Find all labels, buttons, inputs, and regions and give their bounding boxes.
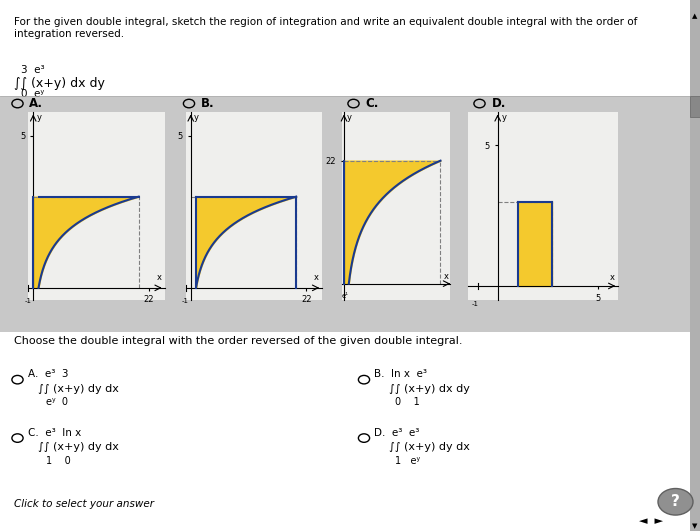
- Circle shape: [658, 489, 693, 515]
- Text: ∫∫ (x+y) dx dy: ∫∫ (x+y) dx dy: [14, 77, 105, 90]
- Text: 1   eʸ: 1 eʸ: [395, 456, 421, 466]
- Text: ∫∫ (x+y) dy dx: ∫∫ (x+y) dy dx: [38, 442, 120, 452]
- Text: ∫∫ (x+y) dx dy: ∫∫ (x+y) dx dy: [389, 384, 470, 393]
- FancyBboxPatch shape: [0, 0, 700, 96]
- Text: e¹: e¹: [342, 293, 349, 299]
- Text: C.: C.: [365, 97, 379, 110]
- Text: y: y: [346, 113, 351, 122]
- Text: 1    0: 1 0: [46, 456, 70, 466]
- Text: 3  e³: 3 e³: [21, 65, 45, 75]
- Text: C.  e³  ln x: C. e³ ln x: [28, 428, 81, 438]
- Text: ∫∫ (x+y) dy dx: ∫∫ (x+y) dy dx: [38, 384, 120, 393]
- Text: eʸ  0: eʸ 0: [46, 398, 67, 407]
- Text: x: x: [314, 273, 319, 282]
- Text: B.  ln x  e³: B. ln x e³: [374, 370, 428, 379]
- Text: 0    1: 0 1: [395, 398, 420, 407]
- Text: x: x: [157, 273, 162, 282]
- Text: x: x: [610, 273, 615, 282]
- Text: D.  e³  e³: D. e³ e³: [374, 428, 420, 438]
- FancyBboxPatch shape: [690, 96, 700, 117]
- Text: 0  eʸ: 0 eʸ: [21, 89, 44, 99]
- Text: Click to select your answer: Click to select your answer: [14, 500, 154, 509]
- Text: x: x: [444, 272, 449, 281]
- Text: D.: D.: [491, 97, 506, 110]
- Text: y: y: [194, 113, 199, 122]
- Text: y: y: [502, 113, 507, 122]
- Text: -1: -1: [472, 301, 479, 306]
- Text: ▲: ▲: [692, 13, 697, 19]
- Text: -1: -1: [182, 298, 189, 304]
- Text: A.: A.: [29, 97, 43, 110]
- FancyBboxPatch shape: [0, 96, 700, 332]
- FancyBboxPatch shape: [690, 0, 700, 531]
- Text: A.  e³  3: A. e³ 3: [28, 370, 69, 379]
- FancyBboxPatch shape: [0, 332, 700, 531]
- Text: B.: B.: [201, 97, 214, 110]
- Text: y: y: [36, 113, 41, 122]
- Text: Choose the double integral with the order reversed of the given double integral.: Choose the double integral with the orde…: [14, 336, 463, 346]
- Text: ?: ?: [671, 494, 680, 509]
- Text: ▼: ▼: [692, 523, 697, 529]
- Text: -1: -1: [25, 298, 32, 304]
- Text: ∫∫ (x+y) dy dx: ∫∫ (x+y) dy dx: [389, 442, 470, 452]
- Text: For the given double integral, sketch the region of integration and write an equ: For the given double integral, sketch th…: [14, 17, 638, 39]
- Text: ◄  ►: ◄ ►: [639, 517, 663, 526]
